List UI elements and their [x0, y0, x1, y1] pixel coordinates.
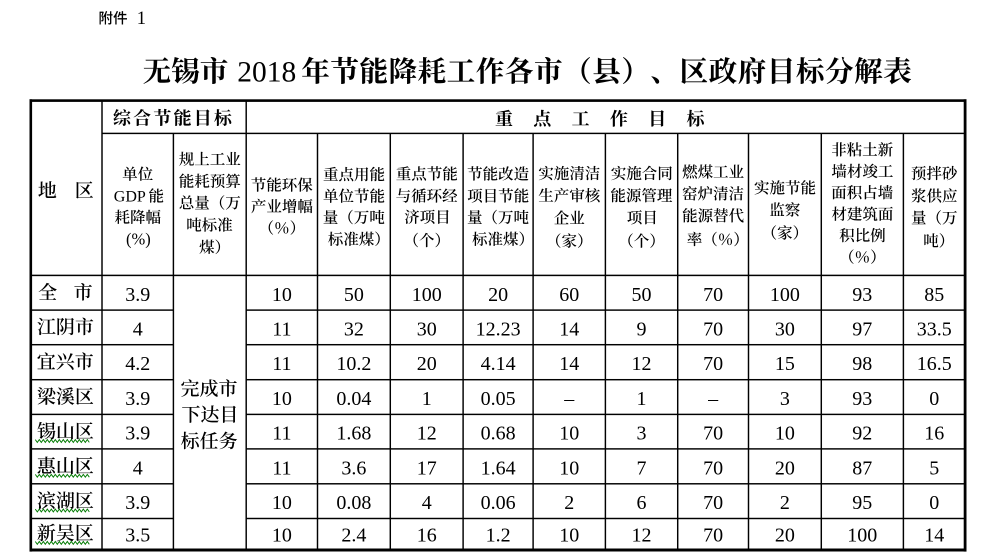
svg-text:10: 10 [559, 525, 579, 547]
svg-text:32: 32 [344, 318, 364, 340]
svg-text:2.4: 2.4 [341, 525, 366, 547]
svg-text:14: 14 [924, 525, 944, 547]
svg-text:70: 70 [703, 457, 723, 479]
svg-text:3.6: 3.6 [341, 457, 366, 479]
svg-text:10.2: 10.2 [336, 353, 371, 375]
svg-text:1.68: 1.68 [336, 423, 371, 445]
svg-text:92: 92 [852, 423, 872, 445]
svg-text:97: 97 [852, 318, 872, 340]
svg-text:10: 10 [272, 525, 292, 547]
svg-text:3.9: 3.9 [125, 388, 150, 410]
svg-text:3: 3 [637, 423, 647, 445]
svg-text:10: 10 [272, 492, 292, 514]
svg-text:70: 70 [703, 492, 723, 514]
svg-text:85: 85 [924, 284, 944, 306]
svg-text:12: 12 [632, 525, 652, 547]
svg-text:GDP: GDP [114, 188, 146, 205]
svg-text:10: 10 [272, 388, 292, 410]
svg-text:9: 9 [637, 318, 647, 340]
svg-text:0.04: 0.04 [336, 388, 371, 410]
svg-text:50: 50 [344, 284, 364, 306]
svg-text:70: 70 [703, 423, 723, 445]
svg-text:87: 87 [852, 457, 872, 479]
svg-text:4: 4 [133, 457, 143, 479]
svg-text:10: 10 [559, 457, 579, 479]
svg-text:0.05: 0.05 [481, 388, 516, 410]
svg-text:11: 11 [272, 423, 291, 445]
svg-text:11: 11 [272, 353, 291, 375]
svg-text:10: 10 [559, 423, 579, 445]
svg-text:70: 70 [703, 353, 723, 375]
svg-text:–: – [707, 388, 719, 410]
svg-text:2: 2 [564, 492, 574, 514]
svg-text:(%): (%) [126, 229, 151, 248]
svg-text:3.9: 3.9 [125, 492, 150, 514]
svg-text:17: 17 [417, 457, 437, 479]
svg-text:3.5: 3.5 [125, 525, 150, 547]
svg-text:20: 20 [488, 284, 508, 306]
svg-text:3.9: 3.9 [125, 284, 150, 306]
svg-text:16.5: 16.5 [917, 353, 952, 375]
svg-text:14: 14 [559, 353, 579, 375]
svg-text:20: 20 [417, 353, 437, 375]
svg-text:2: 2 [780, 492, 790, 514]
svg-text:0.06: 0.06 [481, 492, 516, 514]
svg-text:3.9: 3.9 [125, 423, 150, 445]
svg-text:20: 20 [775, 457, 795, 479]
svg-text:30: 30 [417, 318, 437, 340]
svg-text:–: – [563, 388, 575, 410]
svg-text:4: 4 [422, 492, 432, 514]
svg-text:93: 93 [852, 284, 872, 306]
svg-text:6: 6 [637, 492, 647, 514]
svg-text:0.08: 0.08 [336, 492, 371, 514]
svg-text:1.64: 1.64 [481, 457, 516, 479]
svg-text:93: 93 [852, 388, 872, 410]
svg-text:70: 70 [703, 318, 723, 340]
svg-text:15: 15 [775, 353, 795, 375]
svg-text:1: 1 [137, 9, 146, 29]
svg-text:12: 12 [632, 353, 652, 375]
svg-text:30: 30 [775, 318, 795, 340]
svg-text:50: 50 [632, 284, 652, 306]
svg-text:95: 95 [852, 492, 872, 514]
svg-text:70: 70 [703, 525, 723, 547]
svg-text:4: 4 [133, 318, 143, 340]
svg-text:20: 20 [775, 525, 795, 547]
svg-text:2018: 2018 [237, 57, 296, 89]
svg-text:1.2: 1.2 [486, 525, 511, 547]
svg-text:10: 10 [272, 284, 292, 306]
svg-text:33.5: 33.5 [917, 318, 952, 340]
svg-text:5: 5 [929, 457, 939, 479]
svg-text:60: 60 [559, 284, 579, 306]
svg-text:0: 0 [929, 388, 939, 410]
svg-text:10: 10 [775, 423, 795, 445]
svg-text:3: 3 [780, 388, 790, 410]
svg-text:11: 11 [272, 318, 291, 340]
svg-text:7: 7 [637, 457, 647, 479]
svg-text:0: 0 [929, 492, 939, 514]
svg-text:100: 100 [847, 525, 877, 547]
svg-text:70: 70 [703, 284, 723, 306]
svg-text:98: 98 [852, 353, 872, 375]
svg-text:0.68: 0.68 [481, 423, 516, 445]
svg-text:16: 16 [924, 423, 944, 445]
svg-text:12.23: 12.23 [476, 318, 521, 340]
svg-text:4.14: 4.14 [481, 353, 516, 375]
svg-text:1: 1 [422, 388, 432, 410]
svg-text:14: 14 [559, 318, 579, 340]
svg-text:16: 16 [417, 525, 437, 547]
svg-text:1: 1 [637, 388, 647, 410]
svg-text:11: 11 [272, 457, 291, 479]
svg-text:100: 100 [770, 284, 800, 306]
svg-text:12: 12 [417, 423, 437, 445]
svg-text:100: 100 [412, 284, 442, 306]
svg-text:4.2: 4.2 [125, 353, 150, 375]
